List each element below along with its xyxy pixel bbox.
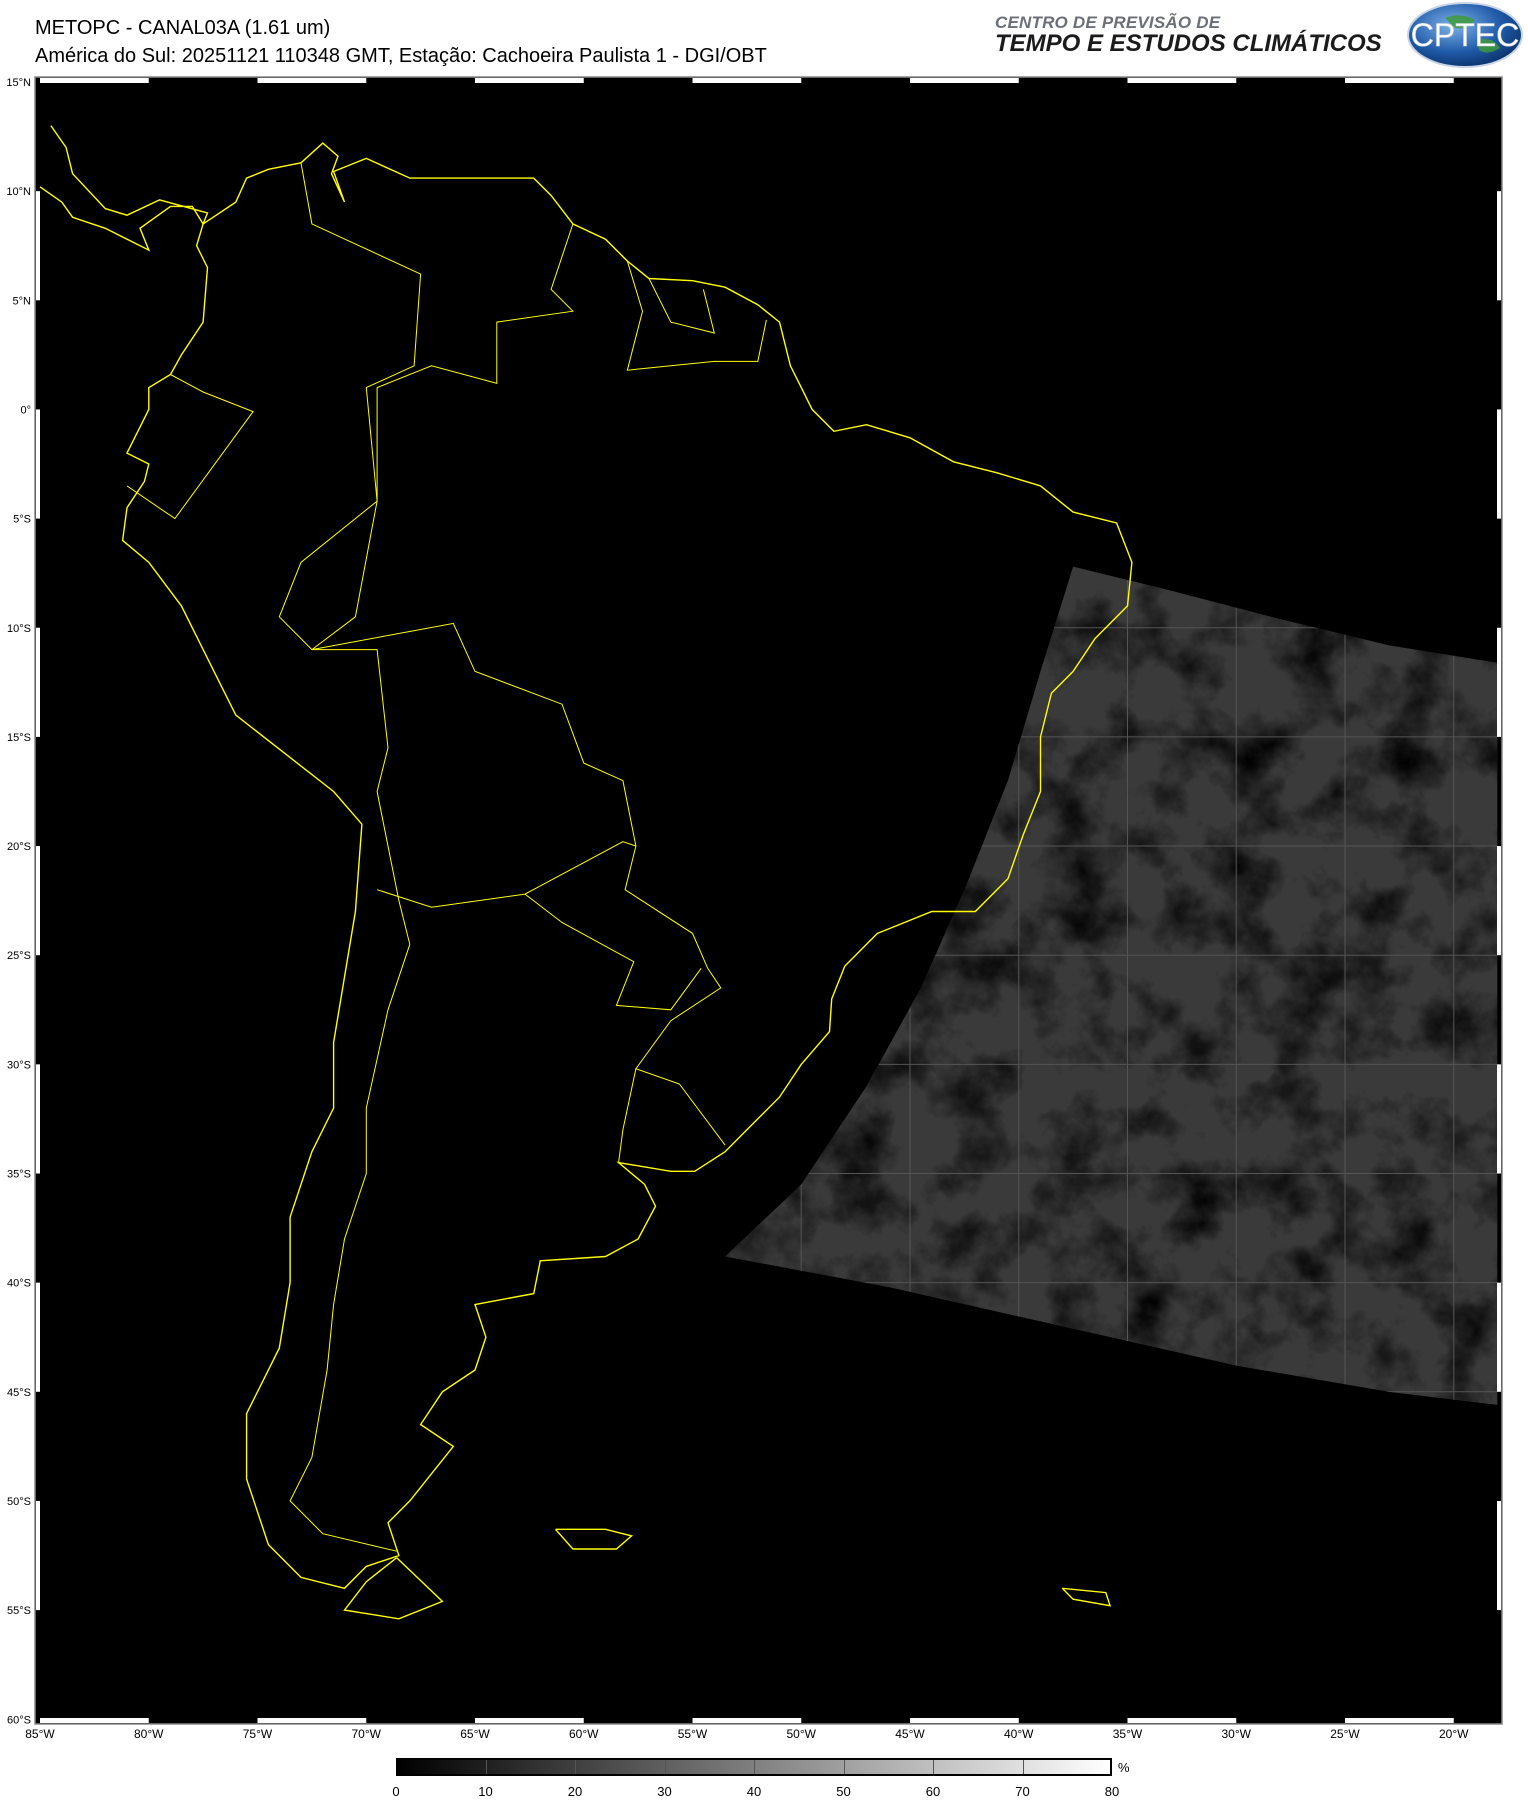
cptec-logo: CPTEC xyxy=(1407,2,1523,68)
colorbar-tick-label: 50 xyxy=(836,1784,851,1799)
lon-label: 50°W xyxy=(787,1727,817,1741)
lat-label: 5°S xyxy=(13,514,31,526)
brand-line-2: TEMPO E ESTUDOS CLIMÁTICOS xyxy=(995,30,1382,57)
lat-label: 35°S xyxy=(7,1169,31,1181)
lon-label: 65°W xyxy=(460,1727,490,1741)
colorbar-divider xyxy=(575,1760,576,1774)
coastlines xyxy=(39,125,1133,1620)
lon-label: 45°W xyxy=(895,1727,925,1741)
colorbar-tick-label: 0 xyxy=(392,1784,400,1799)
colorbar-divider xyxy=(754,1760,755,1774)
frame-border xyxy=(34,76,1503,1725)
frame-tick-top xyxy=(1127,78,1237,83)
frame-tick-top xyxy=(910,78,1019,83)
frame-tick-top xyxy=(475,78,584,83)
colorbar-divider xyxy=(933,1760,934,1774)
country-border xyxy=(605,238,767,371)
lon-label: 20°W xyxy=(1439,1727,1469,1741)
lon-label: 75°W xyxy=(243,1727,273,1741)
country-border xyxy=(278,162,422,1552)
colorbar-tick-label: 80 xyxy=(1104,1784,1120,1799)
frame-tick-bottom xyxy=(475,1718,584,1723)
image-subtitle: América do Sul: 20251121 110348 GMT, Est… xyxy=(35,45,767,67)
frame-tick-top xyxy=(40,78,149,83)
axis-labels: 15°N 10°N 5°N 0° 5°S 10°S 15°S 20°S 25°S 30°S 35°S… xyxy=(6,77,1469,1741)
lon-label: 55°W xyxy=(678,1727,708,1741)
colorbar-divider xyxy=(1022,1760,1024,1774)
colorbar-tick-label: 30 xyxy=(657,1784,672,1799)
frame-tick-left xyxy=(36,1064,40,1174)
colorbar-unit: % xyxy=(1118,1760,1130,1775)
lat-label: 60°S xyxy=(7,1714,31,1726)
lon-label: 25°W xyxy=(1330,1727,1360,1741)
frame-tick-bottom xyxy=(692,1718,802,1723)
lat-label: 0° xyxy=(20,404,31,416)
frame-tick-left xyxy=(36,409,40,519)
frame-tick-bottom xyxy=(1345,1718,1454,1723)
lat-label: 50°S xyxy=(7,1496,31,1508)
frame-tick-right xyxy=(1497,191,1501,301)
lon-label: 70°W xyxy=(352,1727,382,1741)
frame-tick-left xyxy=(36,1282,40,1392)
lat-label: 45°S xyxy=(7,1387,31,1399)
frame-tick-right xyxy=(1497,627,1501,737)
lon-label: 85°W xyxy=(25,1727,55,1741)
lat-label: 15°S xyxy=(7,732,31,744)
colorbar-tick-label: 70 xyxy=(1015,1784,1030,1799)
svg-text:CPTEC: CPTEC xyxy=(1411,17,1519,53)
frame-tick-top xyxy=(257,78,367,83)
colorbar-divider xyxy=(485,1760,487,1774)
frame-tick-left xyxy=(36,191,40,301)
central-america-coastline xyxy=(39,125,209,252)
country-border xyxy=(126,374,254,520)
frame-tick-left xyxy=(36,1500,40,1611)
frame-tick-left xyxy=(36,627,40,737)
lat-label: 10°N xyxy=(6,186,31,198)
frame-tick-right xyxy=(1497,1064,1501,1174)
frame-tick-left xyxy=(36,846,40,956)
country-border xyxy=(618,1068,637,1163)
frame-tick-bottom xyxy=(40,1718,149,1723)
country-border xyxy=(524,893,702,1011)
lat-label: 10°S xyxy=(7,623,31,635)
frame-tick-top xyxy=(1345,78,1454,83)
frame-tick-right xyxy=(1497,846,1501,956)
frame-tick-bottom xyxy=(257,1718,367,1723)
colorbar-divider xyxy=(664,1760,666,1774)
frame-tick-right xyxy=(1497,1282,1501,1392)
lon-label: 30°W xyxy=(1222,1727,1252,1741)
lat-label: 15°N xyxy=(6,77,31,89)
lon-label: 80°W xyxy=(134,1727,164,1741)
frame-tick-bottom xyxy=(910,1718,1019,1723)
image-title: METOPC - CANAL03A (1.61 um) xyxy=(35,17,331,39)
lon-label: 40°W xyxy=(1004,1727,1034,1741)
frame-tick-bottom xyxy=(1127,1718,1237,1723)
falkland-islands-coastline xyxy=(554,1528,634,1550)
colorbar-divider xyxy=(843,1760,845,1774)
colorbar-tick-label: 40 xyxy=(746,1784,762,1799)
colorbar-tick-label: 60 xyxy=(925,1784,941,1799)
lat-label: 30°S xyxy=(7,1059,31,1071)
brand-line-1: CENTRO DE PREVISÃO DE xyxy=(995,13,1221,32)
tierra-del-fuego-coastline xyxy=(343,1557,444,1620)
lon-label: 60°W xyxy=(569,1727,599,1741)
lon-label: 35°W xyxy=(1113,1727,1143,1741)
lat-label: 5°N xyxy=(13,295,32,307)
lat-label: 55°S xyxy=(7,1605,31,1617)
frame-tick-right xyxy=(1497,409,1501,519)
frame-tick-top xyxy=(692,78,802,83)
lat-label: 20°S xyxy=(7,841,31,853)
map-frame xyxy=(34,76,1503,1725)
frame-tick-right xyxy=(1497,1500,1501,1611)
south-georgia-coastline xyxy=(1061,1587,1112,1607)
colorbar-tick-label: 10 xyxy=(478,1784,493,1799)
country-border xyxy=(311,223,726,1146)
lat-label: 25°S xyxy=(7,950,31,962)
country-border xyxy=(648,278,715,334)
colorbar-tick-label: 20 xyxy=(567,1784,583,1799)
lat-label: 40°S xyxy=(7,1278,31,1290)
